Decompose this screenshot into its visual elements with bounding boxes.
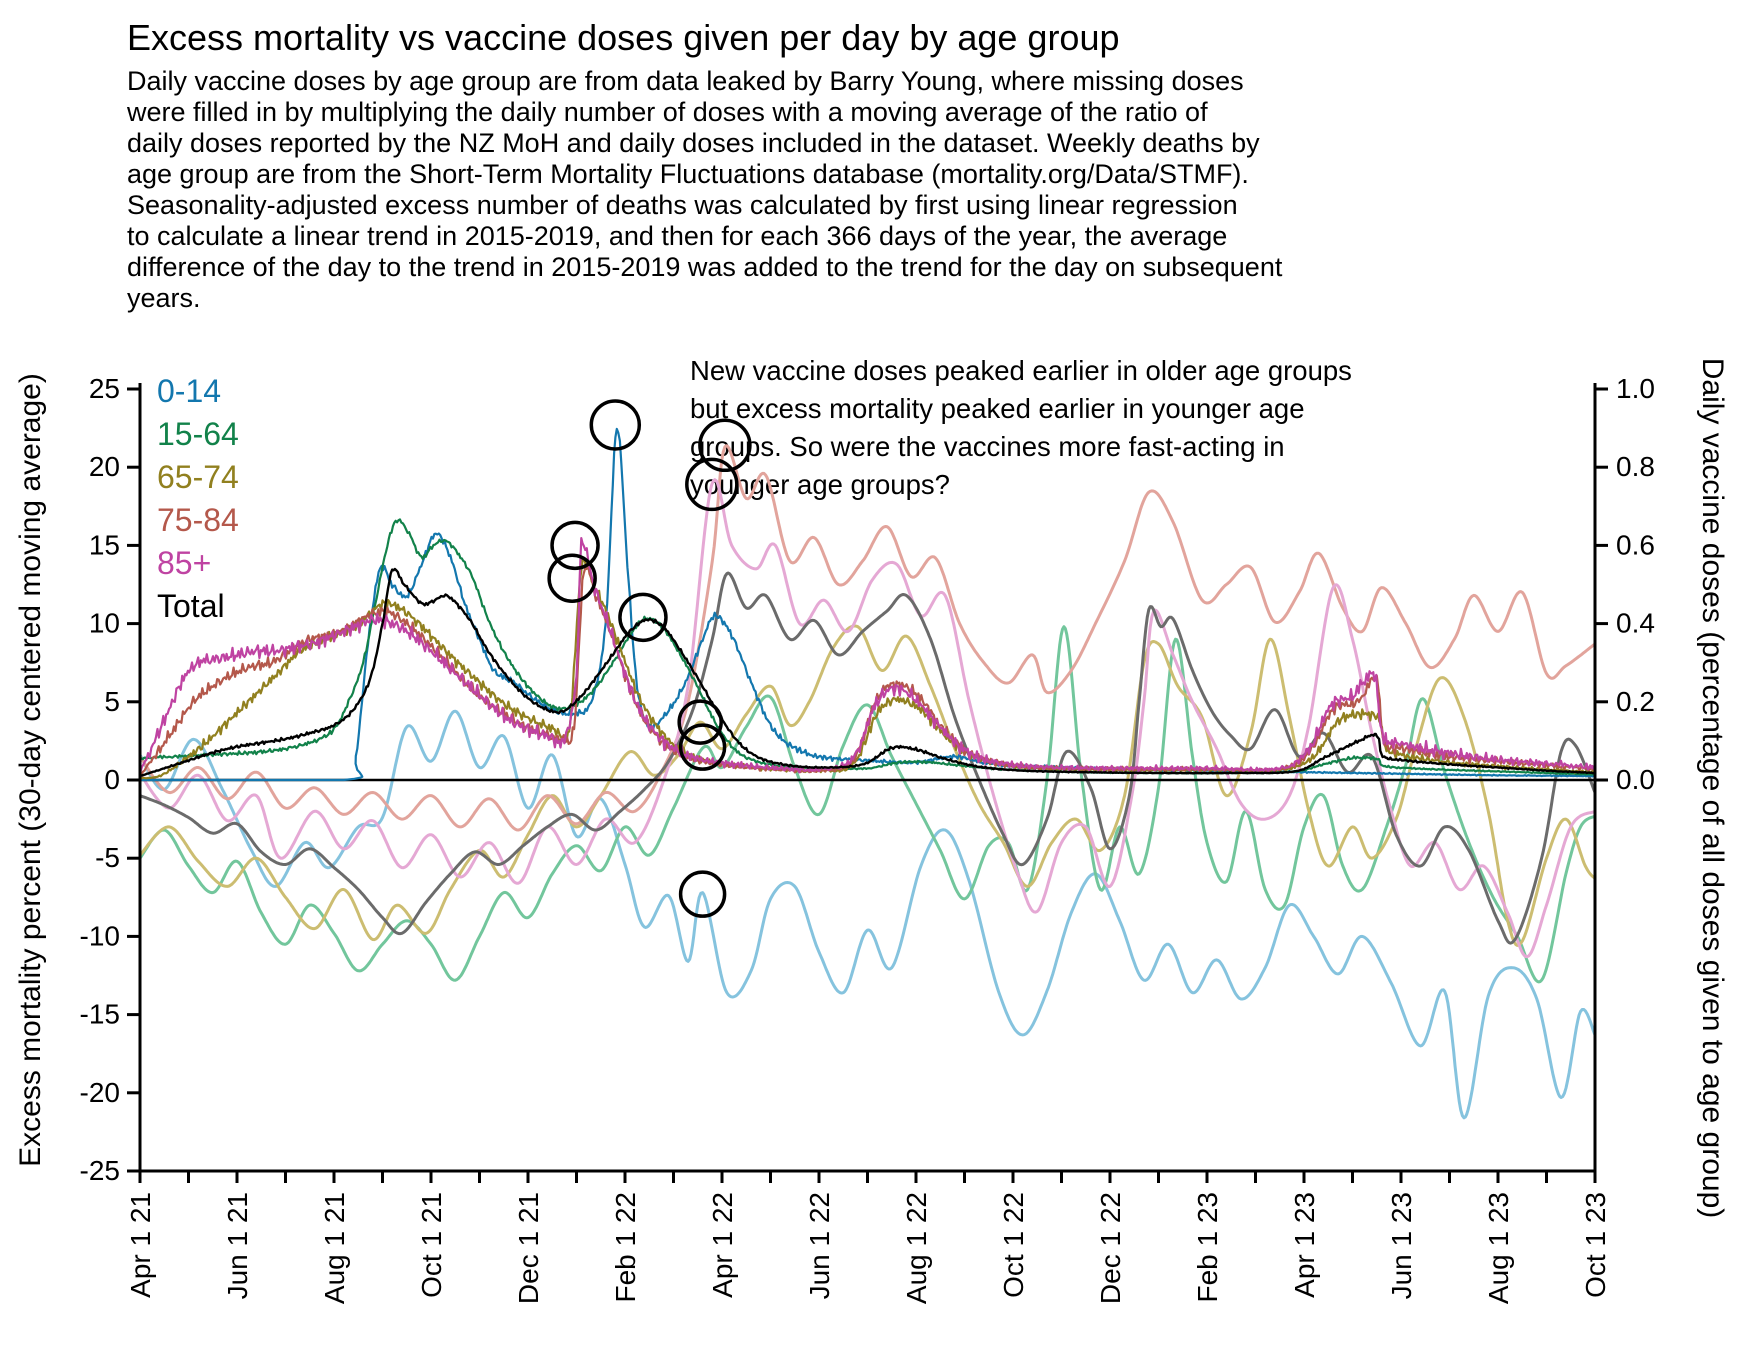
legend-item-85-: 85+ bbox=[157, 545, 212, 581]
y-axis-label-right: Daily vaccine doses (percentage of all d… bbox=[1696, 358, 1729, 1219]
left-tick-label: 0 bbox=[104, 764, 120, 795]
left-tick-label: -10 bbox=[80, 920, 120, 951]
annotation-circle bbox=[547, 553, 597, 603]
x-tick-label: Oct 1 22 bbox=[998, 1192, 1029, 1298]
annotation-circle bbox=[589, 399, 642, 451]
description-line: age group are from the Short-Term Mortal… bbox=[127, 159, 1249, 189]
annotation-circle bbox=[678, 723, 727, 771]
description-line: Seasonality-adjusted excess number of de… bbox=[127, 190, 1238, 220]
left-tick-label: 10 bbox=[89, 608, 120, 639]
x-tick-label: Feb 1 22 bbox=[610, 1192, 641, 1303]
series-line-excess-85 bbox=[140, 478, 1595, 959]
vaccine-dose-lines bbox=[140, 427, 1595, 782]
x-tick-label: Oct 1 23 bbox=[1580, 1192, 1611, 1298]
series-line-excess-0-14 bbox=[140, 709, 1595, 1120]
y-axis-label-left: Excess mortality percent (30-day centere… bbox=[14, 373, 47, 1167]
x-tick-label: Aug 1 22 bbox=[901, 1192, 932, 1304]
annotation-circle bbox=[550, 520, 600, 571]
series-line-doses-65-74 bbox=[140, 557, 1595, 780]
x-tick-label: Feb 1 23 bbox=[1192, 1192, 1223, 1303]
chart-annotation: New vaccine doses peaked earlier in olde… bbox=[690, 352, 1352, 504]
annotation-circle bbox=[698, 418, 752, 473]
right-tick-label: 0.8 bbox=[1616, 451, 1655, 482]
description-line: to calculate a linear trend in 2015-2019… bbox=[127, 221, 1228, 251]
right-tick-label: 1.0 bbox=[1616, 373, 1655, 404]
series-line-doses-total bbox=[140, 567, 1595, 778]
description-line: years. bbox=[127, 283, 201, 313]
legend-item-65-74: 65-74 bbox=[157, 459, 239, 495]
series-line-excess-65-74 bbox=[140, 624, 1595, 947]
legend-item-15-64: 15-64 bbox=[157, 416, 239, 452]
description-line: daily doses reported by the NZ MoH and d… bbox=[127, 128, 1260, 158]
legend-item-75-84: 75-84 bbox=[157, 502, 239, 538]
left-tick-label: -25 bbox=[80, 1155, 120, 1186]
description-line: difference of the day to the trend in 20… bbox=[127, 252, 1283, 282]
series-line-doses-15-64 bbox=[140, 518, 1595, 776]
right-tick-label: 0.4 bbox=[1616, 608, 1655, 639]
right-tick-label: 0.0 bbox=[1616, 764, 1655, 795]
x-tick-label: Jun 1 23 bbox=[1386, 1192, 1417, 1299]
excess-mortality-lines bbox=[140, 444, 1595, 1120]
series-line-excess-75-84 bbox=[140, 444, 1595, 832]
left-tick-label: 25 bbox=[89, 373, 120, 404]
description-line: were filled in by multiplying the daily … bbox=[127, 97, 1208, 127]
series-line-doses-85 bbox=[140, 537, 1595, 774]
right-tick-label: 0.2 bbox=[1616, 686, 1655, 717]
annotation-line: but excess mortality peaked earlier in y… bbox=[690, 393, 1305, 424]
chart-title: Excess mortality vs vaccine doses given … bbox=[127, 17, 1120, 58]
annotation-circle bbox=[677, 699, 723, 745]
annotation-circle bbox=[678, 870, 727, 918]
legend-item-0-14: 0-14 bbox=[157, 373, 222, 409]
legend-item-total: Total bbox=[157, 588, 225, 624]
left-tick-label: 15 bbox=[89, 529, 120, 560]
chart-description: Daily vaccine doses by age group are fro… bbox=[127, 66, 1282, 314]
x-tick-label: Jun 1 21 bbox=[222, 1192, 253, 1299]
annotation-line: groups. So were the vaccines more fast-a… bbox=[690, 431, 1285, 462]
x-tick-label: Dec 1 21 bbox=[513, 1192, 544, 1304]
left-tick-label: -15 bbox=[80, 999, 120, 1030]
right-tick-label: 0.6 bbox=[1616, 529, 1655, 560]
x-tick-label: Dec 1 22 bbox=[1095, 1192, 1126, 1304]
x-tick-label: Aug 1 21 bbox=[319, 1192, 350, 1304]
x-tick-label: Apr 1 23 bbox=[1289, 1192, 1320, 1298]
x-tick-label: Oct 1 21 bbox=[416, 1192, 447, 1298]
left-tick-label: 5 bbox=[104, 686, 120, 717]
description-line: Daily vaccine doses by age group are fro… bbox=[127, 66, 1244, 96]
legend: 0-14 15-64 65-74 75-84 85+ Total bbox=[157, 370, 239, 628]
annotation-line: New vaccine doses peaked earlier in olde… bbox=[690, 355, 1352, 386]
left-tick-label: -5 bbox=[95, 842, 120, 873]
x-tick-label: Jun 1 22 bbox=[804, 1192, 835, 1299]
annotation-circle bbox=[618, 592, 668, 643]
x-tick-label: Aug 1 23 bbox=[1483, 1192, 1514, 1304]
series-line-excess-total bbox=[140, 571, 1595, 945]
x-tick-label: Apr 1 21 bbox=[125, 1192, 156, 1298]
left-tick-label: 20 bbox=[89, 451, 120, 482]
left-tick-label: -20 bbox=[80, 1077, 120, 1108]
x-tick-label: Apr 1 22 bbox=[707, 1192, 738, 1298]
axes-group: 25 20 15 10 5 0 -5 -10 -15 -20 -25 1.0 0.8 0.6 0.4 0.2 0… bbox=[80, 373, 1655, 1304]
annotation-circle bbox=[685, 457, 739, 512]
series-line-excess-15-64 bbox=[140, 625, 1595, 984]
highlight-circles bbox=[547, 399, 752, 918]
